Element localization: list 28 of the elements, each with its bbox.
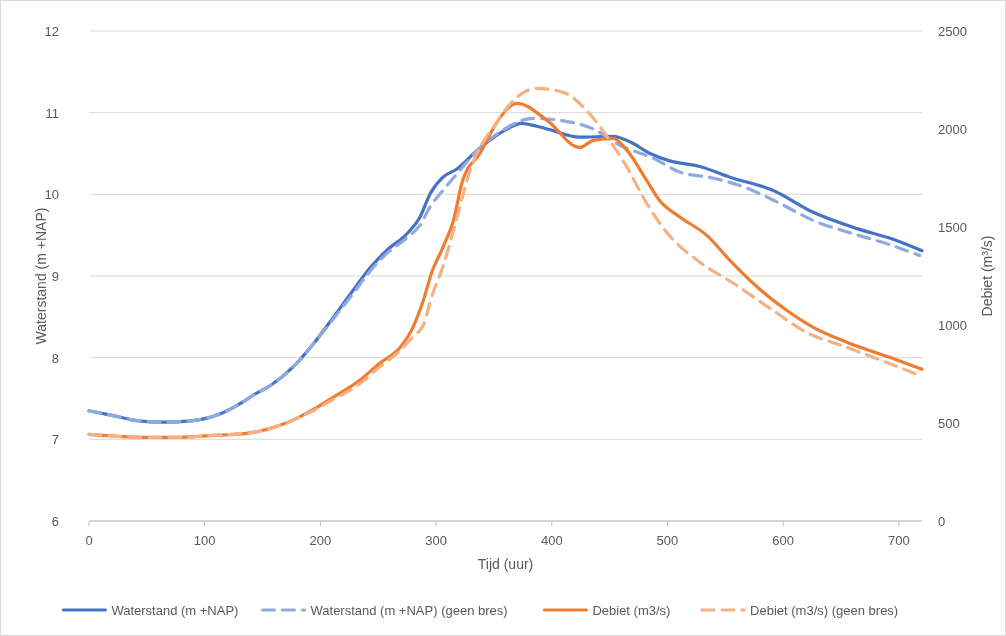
y2-tick-label: 2000 bbox=[938, 122, 967, 137]
x-tick-label: 0 bbox=[85, 533, 93, 548]
x-tick-label: 200 bbox=[309, 533, 332, 548]
y-tick-label: 8 bbox=[51, 350, 59, 366]
x-tick-label: 600 bbox=[772, 533, 795, 548]
y2-tick-label: 1500 bbox=[938, 220, 967, 235]
x-tick-label: 300 bbox=[425, 533, 447, 548]
legend-label: Waterstand (m +NAP) (geen bres) bbox=[310, 603, 508, 618]
x-tick-label: 500 bbox=[656, 533, 679, 548]
x-tick-label: 100 bbox=[193, 533, 216, 548]
legend-label: Debiet (m3/s) (geen bres) bbox=[750, 603, 899, 618]
y2-tick-label: 2500 bbox=[938, 24, 967, 39]
legend-label: Debiet (m3/s) bbox=[592, 603, 671, 618]
y-tick-label: 6 bbox=[51, 514, 59, 529]
y2-tick-label: 500 bbox=[938, 416, 960, 431]
y2-axis-title: Debiet (m³/s) bbox=[979, 235, 995, 317]
y-tick-label: 12 bbox=[44, 24, 59, 39]
y-tick-label: 11 bbox=[45, 105, 59, 121]
y-tick-label: 10 bbox=[44, 187, 59, 203]
y2-tick-label: 0 bbox=[938, 514, 946, 529]
x-tick-label: 700 bbox=[888, 533, 910, 548]
x-axis-title: Tijd (uur) bbox=[477, 556, 534, 572]
y-tick-label: 9 bbox=[51, 269, 59, 284]
y-axis-title: Waterstand (m +NAP) bbox=[33, 207, 49, 345]
x-tick-label: 400 bbox=[540, 533, 563, 548]
legend-label: Waterstand (m +NAP) bbox=[111, 603, 239, 618]
y2-tick-label: 1000 bbox=[938, 318, 967, 333]
y-tick-label: 7 bbox=[51, 432, 59, 448]
